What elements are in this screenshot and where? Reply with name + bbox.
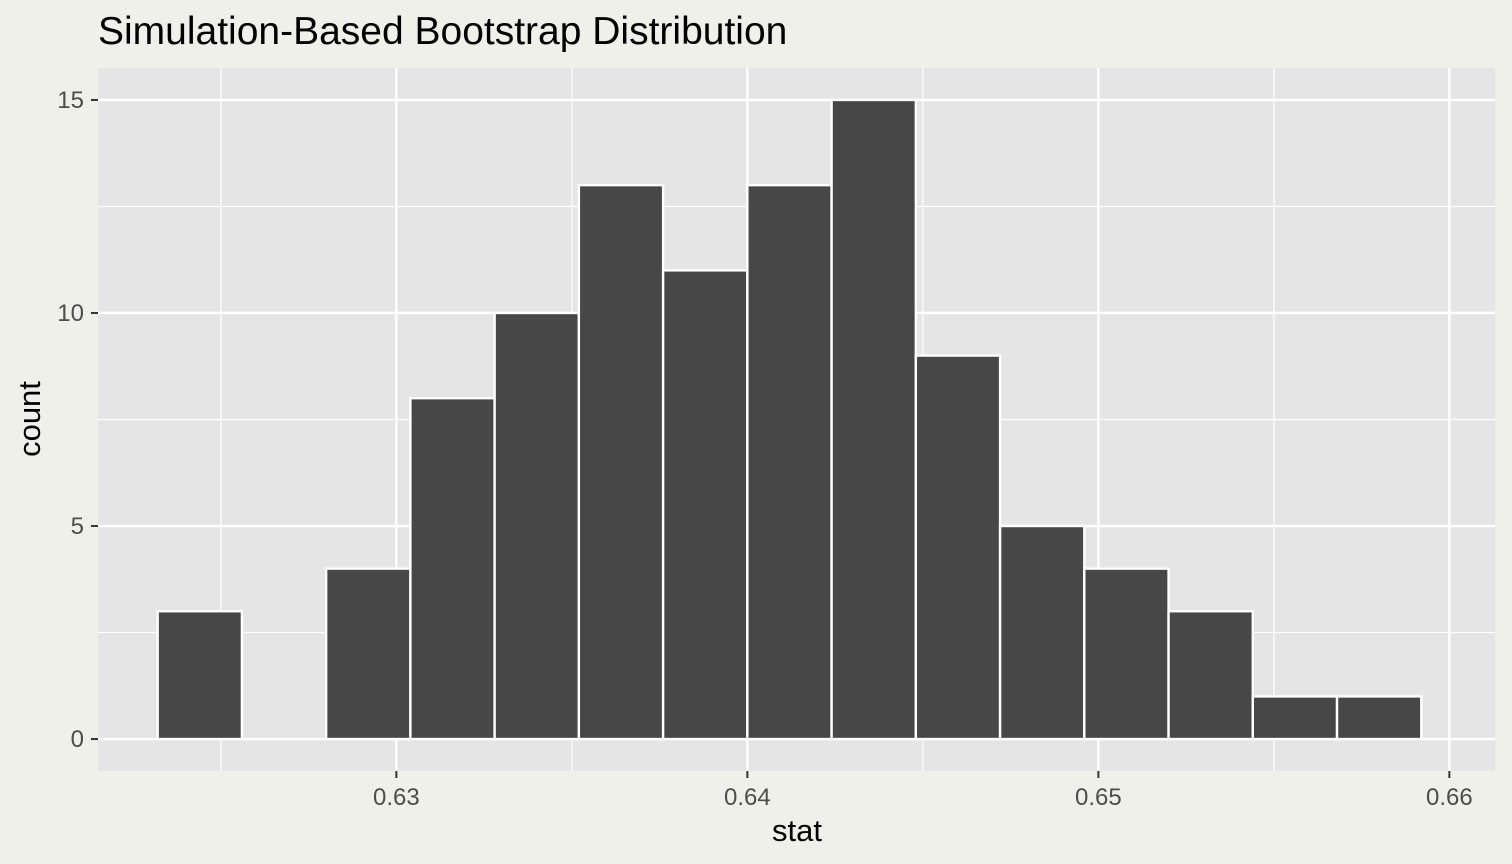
histogram-bar	[409, 396, 496, 741]
histogram-bar	[746, 183, 833, 741]
histogram-bar	[324, 567, 412, 741]
x-axis-title: stat	[772, 813, 822, 848]
histogram-bar	[830, 98, 918, 741]
y-tick-label: 5	[71, 513, 84, 540]
y-axis: 0 5 10 15	[57, 87, 98, 753]
y-tick-label: 10	[57, 300, 84, 327]
histogram-bar	[1251, 695, 1339, 741]
x-tick-label: 0.63	[373, 784, 420, 811]
histogram-bar	[493, 311, 581, 741]
x-tick-label: 0.65	[1075, 784, 1122, 811]
histogram-bar	[661, 269, 749, 741]
histogram-bar	[1083, 567, 1170, 741]
histogram-bar	[914, 354, 1002, 741]
y-axis-title: count	[12, 381, 47, 457]
histogram-bar	[577, 183, 665, 741]
histogram-bar	[1335, 695, 1423, 741]
y-tick-label: 0	[71, 726, 84, 753]
x-axis: 0.63 0.64 0.65 0.66	[373, 771, 1473, 811]
histogram-bars	[156, 98, 1423, 741]
histogram-bar	[1167, 610, 1255, 741]
histogram-bar	[156, 610, 244, 741]
histogram-bar	[998, 524, 1086, 741]
x-tick-label: 0.66	[1426, 784, 1473, 811]
x-tick-label: 0.64	[724, 784, 771, 811]
chart-title: Simulation-Based Bootstrap Distribution	[98, 10, 787, 53]
y-tick-label: 15	[57, 87, 84, 114]
